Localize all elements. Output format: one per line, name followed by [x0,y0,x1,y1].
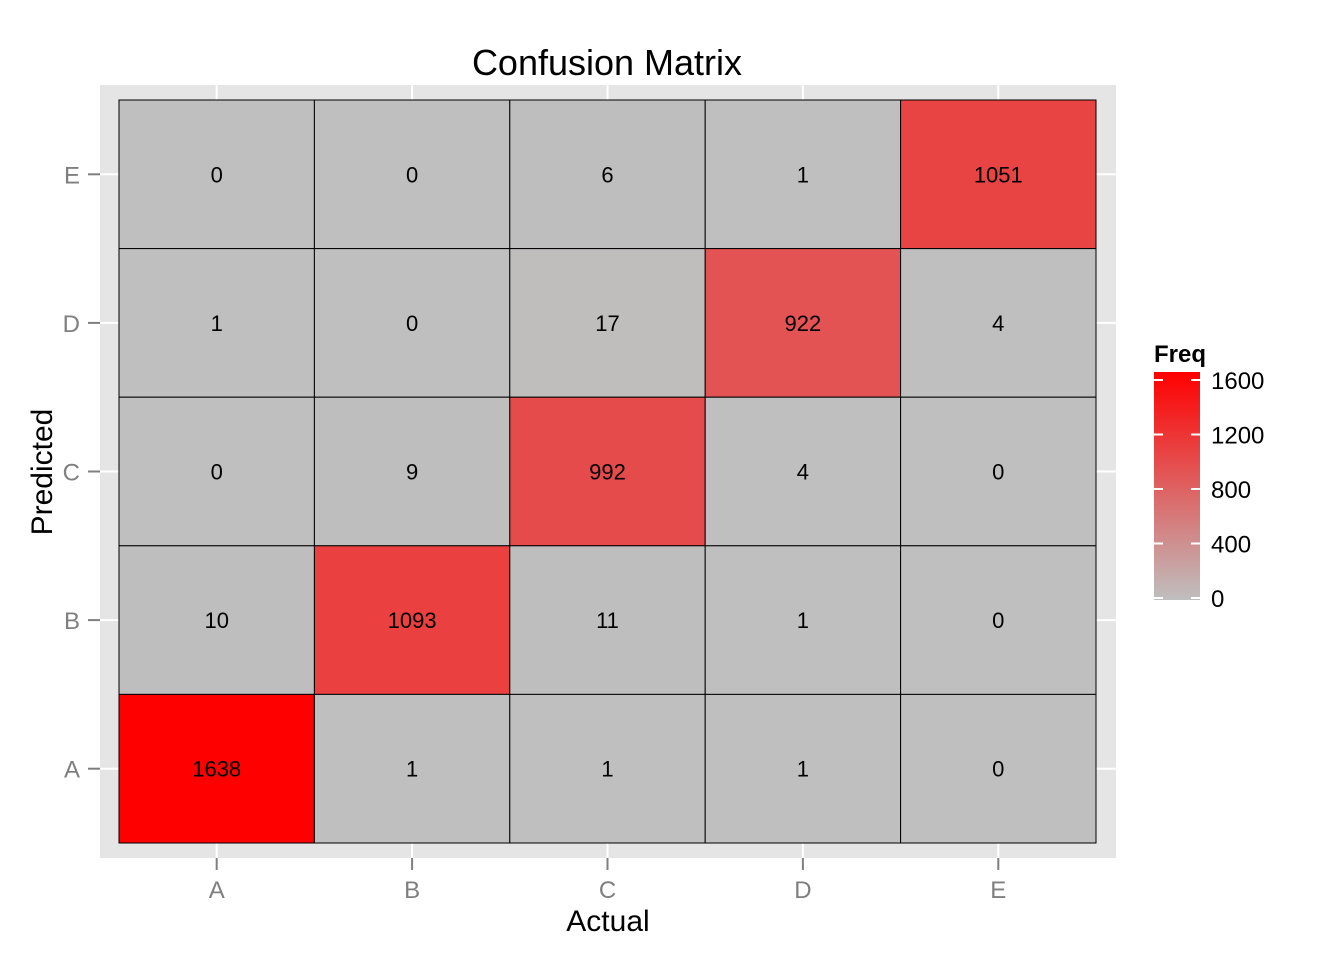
cell-value-label: 1 [797,162,809,187]
x-tick-label: C [599,877,616,904]
heatmap-cell [704,545,902,695]
cell-value-label: 1 [797,608,809,633]
heatmap-cell [704,396,902,547]
heatmap-cell [900,545,1097,695]
cell-value-label: 922 [785,311,822,336]
heatmap-cell [704,99,902,250]
cell-value-label: 4 [992,311,1004,336]
heatmap-cells [118,99,1097,844]
legend-color-bar [1154,372,1200,600]
cell-value-label: 6 [601,162,613,187]
heatmap-cell [900,248,1097,398]
legend-tick-label: 0 [1211,586,1224,613]
cell-value-label: 0 [406,311,418,336]
y-axis: E D C B A [63,162,100,784]
y-tick-label: C [63,460,80,487]
cell-value-label: 4 [797,460,809,485]
cell-value-label: 11 [596,608,619,633]
cell-value-label: 17 [595,311,619,336]
legend-tick-label: 400 [1211,532,1251,559]
heatmap-cell [704,693,902,844]
cell-value-label: 0 [992,608,1004,633]
x-tick-label: B [404,877,420,904]
heatmap-cell [118,545,315,695]
heatmap-cell [900,99,1097,250]
cell-value-label: 1 [797,757,809,782]
x-axis-title: Actual [566,905,649,938]
chart-title: Confusion Matrix [472,42,742,83]
color-legend: Freq 0 400 800 1200 1600 [1154,341,1264,613]
legend-title: Freq [1154,341,1206,368]
legend-tick-label: 1200 [1211,423,1264,450]
cell-value-label: 0 [211,460,223,485]
heatmap-cell [313,693,511,844]
heatmap-cell [509,545,706,695]
cell-value-label: 1 [211,311,223,336]
cell-value-label: 992 [589,460,626,485]
cell-value-label: 0 [992,757,1004,782]
heatmap-cell [313,396,511,547]
heatmap-cell [509,396,706,547]
cell-value-label: 1051 [974,162,1023,187]
cell-value-label: 10 [204,608,228,633]
heatmap-cell [313,545,511,695]
cell-value-label: 1 [406,757,418,782]
y-tick-label: E [64,162,80,189]
cell-value-label: 1638 [192,757,241,782]
heatmap-cell [704,248,902,398]
cell-value-label: 9 [406,460,418,485]
legend-tick-label: 800 [1211,477,1251,504]
heatmap-cell [509,693,706,844]
heatmap-cell [900,693,1097,844]
cell-value-label: 1093 [388,608,437,633]
x-tick-label: A [209,877,225,904]
y-tick-label: B [64,608,80,635]
heatmap-cell [509,99,706,250]
x-tick-label: D [794,877,811,904]
y-axis-title: Predicted [26,409,59,536]
heatmap-cell [118,396,315,547]
cell-value-label: 1 [601,757,613,782]
legend-tick-label: 1600 [1211,368,1264,395]
y-tick-label: A [64,757,80,784]
heatmap-cell [900,396,1097,547]
y-tick-label: D [63,311,80,338]
x-axis: A B C D E [209,858,1006,904]
cell-value-label: 0 [211,162,223,187]
heatmap-cell [313,248,511,398]
cell-value-label: 0 [992,460,1004,485]
heatmap-cell [313,99,511,250]
heatmap-cell [118,99,315,250]
cell-value-label: 0 [406,162,418,187]
x-tick-label: E [990,877,1006,904]
